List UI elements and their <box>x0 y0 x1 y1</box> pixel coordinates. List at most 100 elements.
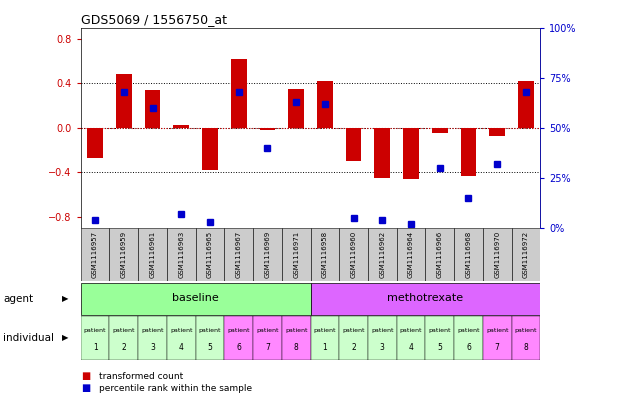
Text: GDS5069 / 1556750_at: GDS5069 / 1556750_at <box>81 13 227 26</box>
Text: GSM1116970: GSM1116970 <box>494 231 500 278</box>
Text: ■: ■ <box>81 371 90 382</box>
Text: patient: patient <box>285 328 307 333</box>
Bar <box>282 228 310 281</box>
Bar <box>425 316 454 360</box>
Bar <box>253 316 282 360</box>
Bar <box>374 128 390 178</box>
Bar <box>397 316 425 360</box>
Text: 5: 5 <box>437 343 442 352</box>
Bar <box>173 125 189 128</box>
Text: patient: patient <box>112 328 135 333</box>
Text: ■: ■ <box>81 383 90 393</box>
Text: 8: 8 <box>524 343 528 352</box>
Text: GSM1116971: GSM1116971 <box>293 231 299 278</box>
Text: baseline: baseline <box>172 293 219 303</box>
Bar <box>253 228 282 281</box>
Text: GSM1116968: GSM1116968 <box>466 231 471 278</box>
Text: transformed count: transformed count <box>99 372 184 381</box>
Bar <box>489 128 505 136</box>
Text: patient: patient <box>256 328 279 333</box>
Bar <box>483 316 512 360</box>
Text: GSM1116962: GSM1116962 <box>379 231 385 278</box>
Text: 6: 6 <box>466 343 471 352</box>
Text: patient: patient <box>428 328 451 333</box>
Bar <box>282 316 310 360</box>
Bar <box>231 59 247 128</box>
Bar <box>397 228 425 281</box>
Bar <box>512 228 540 281</box>
Bar <box>81 228 109 281</box>
Bar <box>224 228 253 281</box>
Text: patient: patient <box>170 328 193 333</box>
Text: GSM1116958: GSM1116958 <box>322 231 328 278</box>
Bar <box>454 316 483 360</box>
Bar <box>87 128 103 158</box>
Bar <box>403 128 419 179</box>
Text: patient: patient <box>84 328 106 333</box>
Bar <box>368 228 397 281</box>
Bar <box>339 228 368 281</box>
Text: patient: patient <box>400 328 422 333</box>
Bar <box>260 128 275 130</box>
Bar <box>145 90 160 128</box>
Text: GSM1116972: GSM1116972 <box>523 231 529 278</box>
Bar <box>116 74 132 128</box>
Text: 7: 7 <box>495 343 500 352</box>
Bar <box>138 316 167 360</box>
Text: GSM1116961: GSM1116961 <box>150 231 155 278</box>
Bar <box>368 316 397 360</box>
Text: 7: 7 <box>265 343 270 352</box>
Bar <box>288 89 304 128</box>
Text: patient: patient <box>342 328 365 333</box>
Text: 1: 1 <box>322 343 327 352</box>
Bar <box>196 228 224 281</box>
Bar <box>339 316 368 360</box>
Bar <box>196 316 224 360</box>
Text: GSM1116957: GSM1116957 <box>92 231 98 278</box>
Bar <box>109 228 138 281</box>
Bar <box>224 316 253 360</box>
Bar <box>310 283 540 314</box>
Bar <box>518 81 534 128</box>
Text: GSM1116960: GSM1116960 <box>351 231 356 278</box>
Text: GSM1116965: GSM1116965 <box>207 231 213 278</box>
Text: GSM1116963: GSM1116963 <box>178 231 184 278</box>
Bar <box>483 228 512 281</box>
Text: ▶: ▶ <box>62 334 68 342</box>
Text: 2: 2 <box>122 343 126 352</box>
Bar <box>432 128 448 133</box>
Bar <box>202 128 218 170</box>
Text: patient: patient <box>314 328 336 333</box>
Text: 4: 4 <box>179 343 184 352</box>
Text: individual: individual <box>3 333 54 343</box>
Bar <box>310 316 339 360</box>
Text: ▶: ▶ <box>62 294 68 303</box>
Text: methotrexate: methotrexate <box>388 293 463 303</box>
Bar <box>317 81 333 128</box>
Bar <box>461 128 476 176</box>
Text: percentile rank within the sample: percentile rank within the sample <box>99 384 253 393</box>
Text: patient: patient <box>371 328 394 333</box>
Bar <box>310 228 339 281</box>
Text: patient: patient <box>142 328 164 333</box>
Text: patient: patient <box>199 328 221 333</box>
Bar <box>81 316 109 360</box>
Text: 1: 1 <box>93 343 97 352</box>
Text: patient: patient <box>515 328 537 333</box>
Text: 8: 8 <box>294 343 299 352</box>
Bar <box>346 128 361 161</box>
Text: 3: 3 <box>380 343 385 352</box>
Bar <box>454 228 483 281</box>
Bar <box>512 316 540 360</box>
Text: GSM1116959: GSM1116959 <box>121 231 127 278</box>
Text: 6: 6 <box>236 343 241 352</box>
Bar <box>167 228 196 281</box>
Text: 5: 5 <box>207 343 212 352</box>
Text: GSM1116969: GSM1116969 <box>265 231 270 278</box>
Bar <box>81 283 310 314</box>
Text: GSM1116967: GSM1116967 <box>236 231 242 278</box>
Text: patient: patient <box>486 328 509 333</box>
Text: 3: 3 <box>150 343 155 352</box>
Text: 4: 4 <box>409 343 414 352</box>
Text: GSM1116964: GSM1116964 <box>408 231 414 278</box>
